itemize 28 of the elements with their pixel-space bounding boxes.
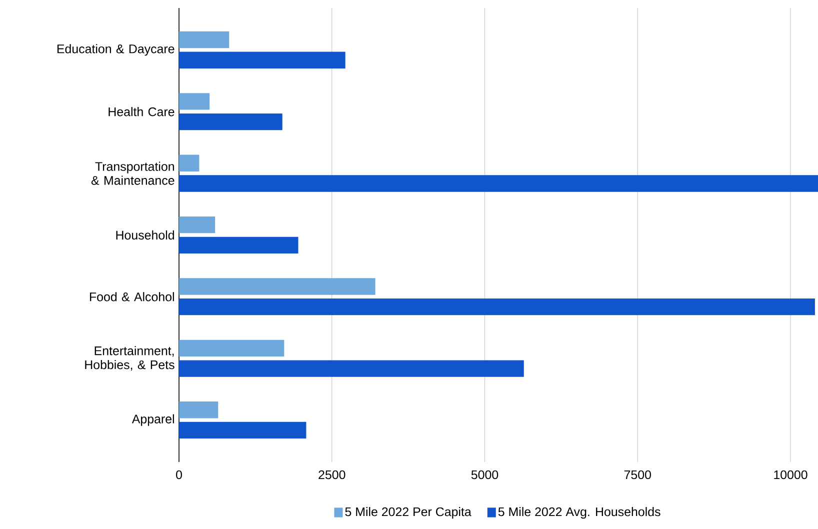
bar xyxy=(179,278,376,295)
y-tick-label: Food & Alcohol xyxy=(90,292,174,302)
y-tick-label: Entertainment, Hobbies, & Pets xyxy=(85,346,174,371)
bar xyxy=(179,216,216,234)
bar xyxy=(179,154,200,172)
x-tick-label: 5000 xyxy=(471,470,498,480)
bar xyxy=(179,236,298,254)
bar xyxy=(179,93,210,110)
bar xyxy=(179,360,524,377)
x-tick-label: 7500 xyxy=(624,470,651,480)
y-tick-label: Health Care xyxy=(108,107,174,116)
y-tick-label: Household xyxy=(116,230,174,240)
legend-label: 5 Mile 2022 Avg. Households xyxy=(498,507,660,519)
bar xyxy=(179,52,346,68)
legend-label: 5 Mile 2022 Per Capita xyxy=(345,507,472,519)
bar xyxy=(179,175,818,192)
x-tick-label: 0 xyxy=(176,470,182,480)
bar xyxy=(179,31,230,48)
y-tick-label: Transportation & Maintenance xyxy=(91,162,174,185)
bar xyxy=(179,113,282,130)
x-tick-label: 2500 xyxy=(318,470,346,480)
bar xyxy=(179,422,306,439)
x-tick-label: 10000 xyxy=(774,470,808,480)
bar xyxy=(179,340,284,357)
y-tick-label: Apparel xyxy=(132,414,174,426)
bar xyxy=(179,298,815,316)
y-tick-label: Education & Daycare xyxy=(57,44,174,56)
bar xyxy=(179,402,218,418)
